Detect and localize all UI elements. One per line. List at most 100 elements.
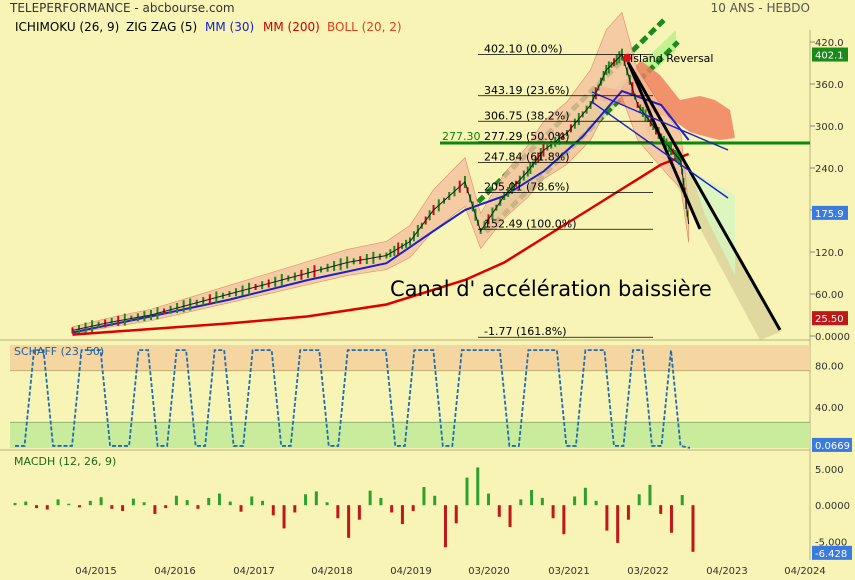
macd-bar	[605, 505, 609, 531]
macd-bar	[497, 505, 501, 517]
price-tick-label: 360.0	[815, 80, 844, 91]
header-source: TELEPERFORMANCE - abcbourse.com	[9, 1, 235, 15]
macd-bar	[680, 495, 684, 506]
channel-annotation-title: Canal d' accélération baissière	[390, 277, 712, 301]
schaff-overbought-band	[10, 345, 810, 371]
legend-item-zigzag: ZIG ZAG (5)	[126, 20, 197, 34]
macd-bar	[691, 505, 695, 552]
down-trend-line-blue-upper	[591, 91, 729, 151]
macd-bar	[67, 503, 71, 506]
macd-tick-label: 5.000	[815, 465, 844, 476]
island-reversal-marker	[623, 54, 631, 62]
macd-bar	[228, 501, 232, 506]
price-tick-label: 300.0	[815, 122, 844, 133]
macd-bar	[422, 487, 426, 506]
macd-bar	[400, 505, 404, 525]
schaff-tick-label: 40.00	[815, 403, 844, 414]
macd-bar	[250, 496, 254, 506]
macd-bar	[487, 493, 491, 506]
macd-value-label: -6.428	[815, 549, 847, 560]
macd-bar	[368, 490, 372, 506]
island-reversal-label: Island Reversal	[630, 52, 713, 65]
schaff-value-badge	[812, 437, 852, 452]
macd-bar	[261, 500, 265, 506]
macd-bar	[573, 496, 577, 506]
legend-item-bollinger: BOLL (20, 2)	[327, 20, 402, 34]
macd-bar	[314, 491, 318, 506]
macd-bar	[304, 494, 308, 506]
time-tick-label: 04/2023	[706, 566, 748, 577]
fib-level-label: 152.49 (100.0%)	[484, 217, 577, 230]
macd-bar	[465, 477, 469, 506]
macd-bar	[411, 505, 415, 511]
macd-bar	[357, 505, 361, 520]
fib-level-label: 247.84 (61.8%)	[484, 151, 570, 164]
price-badge-label: 175.9	[815, 209, 844, 220]
macd-bar	[390, 505, 394, 513]
macd-title: MACDH (12, 26, 9)	[14, 455, 116, 468]
fib-level-label: 205.01 (78.6%)	[484, 180, 570, 193]
macd-bar	[13, 503, 17, 506]
down-trend-line-blue-lower	[591, 101, 729, 199]
macd-bar	[325, 502, 329, 506]
down-channel-line-outer	[626, 61, 782, 331]
time-axis: 04/2015 04/2016 04/2017 04/2018 04/2019 03/20…	[75, 566, 826, 577]
price-tick-label: 120.0	[815, 248, 844, 259]
macd-bar	[530, 489, 534, 506]
time-tick-label: 04/2017	[233, 566, 275, 577]
macd-bar	[293, 505, 297, 513]
time-tick-label: 04/2016	[154, 566, 196, 577]
macd-bar	[164, 505, 168, 509]
schaff-title: SCHAFF (23, 50)	[14, 345, 104, 358]
macd-bar	[508, 505, 512, 527]
down-channel-line-inner	[626, 61, 702, 230]
macd-bar	[659, 505, 663, 514]
horizontal-level-label: 277.30	[442, 130, 481, 143]
fib-level-label: 343.19 (23.6%)	[484, 84, 570, 97]
macd-bar	[476, 467, 480, 506]
price-line	[72, 53, 690, 331]
macd-bar	[99, 497, 103, 506]
time-tick-label: 04/2024	[784, 566, 826, 577]
schaff-panel: 80.00 40.00 0.0669	[10, 345, 852, 452]
macd-bar	[131, 498, 135, 506]
macd-bar	[551, 505, 555, 519]
macd-bar	[626, 505, 630, 520]
macd-bar	[519, 499, 523, 506]
macd-bar	[110, 505, 114, 509]
time-tick-label: 04/2015	[75, 566, 117, 577]
schaff-value-label: 0.0669	[815, 441, 850, 452]
header-period: 10 ANS - HEBDO	[711, 1, 810, 15]
bollinger-band	[72, 11, 689, 335]
mm30-line	[72, 89, 690, 334]
time-tick-label: 04/2019	[390, 566, 432, 577]
time-tick-label: 03/2021	[548, 566, 590, 577]
macd-bar	[594, 500, 598, 506]
macd-bar	[454, 505, 458, 524]
macd-bar	[121, 505, 125, 511]
macd-bar	[207, 497, 211, 506]
macd-tick-label: -5.000	[815, 537, 847, 548]
macd-bar	[239, 505, 243, 512]
price-series-layer	[71, 48, 690, 336]
legend: ICHIMOKU (26, 9) ZIG ZAG (5) MM (30) MM …	[15, 20, 402, 34]
macd-bar	[669, 505, 673, 533]
price-axis: 420.0360.0300.0240.0180.0120.060.000.000…	[810, 38, 850, 343]
fib-level-label: 277.29 (50.0%)	[484, 130, 570, 143]
fib-level-label: -1.77 (161.8%)	[484, 325, 566, 338]
time-tick-label: 04/2018	[311, 566, 353, 577]
fib-level-label: 306.75 (38.2%)	[484, 109, 570, 122]
macd-bar	[583, 487, 587, 506]
macd-bar	[56, 499, 60, 506]
fib-level-label: 402.10 (0.0%)	[484, 43, 563, 56]
price-tick-label: 240.0	[815, 164, 844, 175]
macd-bar	[185, 500, 189, 506]
price-tick-label: 60.00	[815, 290, 844, 301]
price-badge	[812, 47, 848, 62]
macd-bar	[78, 505, 82, 508]
price-tick-label: 420.0	[815, 38, 844, 49]
macd-bar	[379, 497, 383, 506]
price-badge	[812, 205, 848, 220]
short-channel-fill	[690, 170, 735, 275]
